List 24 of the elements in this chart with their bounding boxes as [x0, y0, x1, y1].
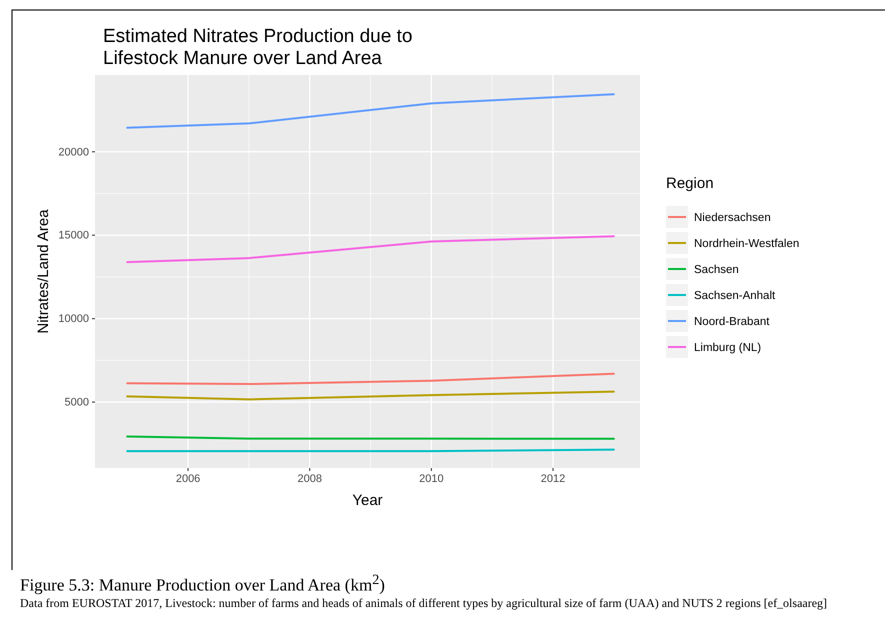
- caption: Figure 5.3: Manure Production over Land Area (km$^{2}$): [20, 572, 385, 596]
- x-tick-label: 2008: [297, 472, 322, 485]
- line-series: [126, 93, 615, 129]
- chart-title: Estimated Nitrates Production due to Lifestock Manure over Land Area: [103, 26, 412, 69]
- legend-title: Region: [666, 175, 714, 192]
- legend-label: Sachsen-Anhalt: [694, 290, 776, 302]
- legend-label: Limburg (NL): [694, 342, 762, 354]
- y-tick-label: 15000: [58, 230, 89, 242]
- line-series: [126, 390, 615, 400]
- line-series: [126, 235, 615, 264]
- y-axis-title: Nitrates/Land Area: [35, 208, 52, 334]
- legend-label: Sachsen: [694, 264, 739, 276]
- legend-label: Nordrhein-Westfalen: [694, 238, 800, 250]
- legend-label: Noord-Brabant: [694, 316, 770, 328]
- x-tick-label: 2012: [540, 472, 566, 485]
- x-tick-label: 2010: [419, 472, 444, 485]
- y-tick-label: 5000: [64, 396, 89, 409]
- x-axis-title: Year: [352, 492, 383, 509]
- x-tick-label: 2006: [176, 472, 200, 485]
- text: Data from EUROSTAT 2017, Livestock: number of farms and heads of animals of different types by agricultural size of farm (UAA) and NUTS 2 regions [ef_olsaareg]: [20, 596, 828, 610]
- y-tick-label: 20000: [58, 146, 89, 158]
- y-tick-label: 10000: [58, 313, 89, 326]
- legend-label: Niedersachsen: [694, 212, 771, 224]
- line-series: [126, 372, 615, 386]
